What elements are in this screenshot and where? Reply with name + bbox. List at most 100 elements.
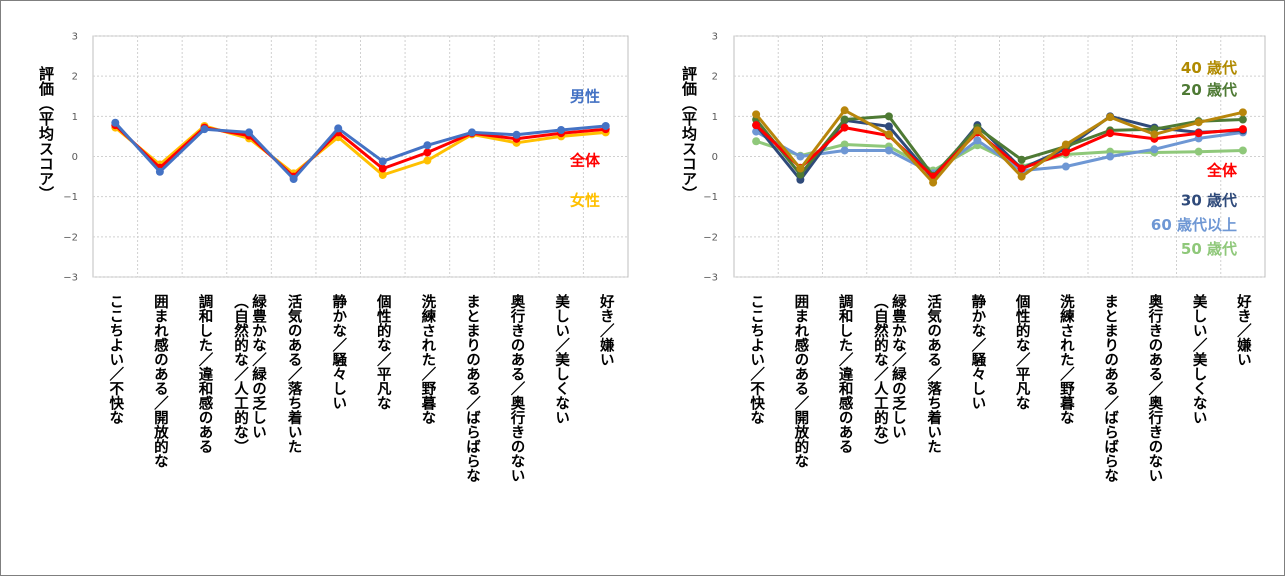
x-tick-label: 囲まれ感のある／開放的な xyxy=(152,294,169,469)
y-tick-label: −2 xyxy=(63,232,78,243)
x-tick-label: 奥行きのある／奥行きのない xyxy=(1146,293,1163,483)
x-tick-label: 静かな／騒々しい xyxy=(330,293,346,410)
data-point xyxy=(467,128,476,137)
y-tick-label: 0 xyxy=(72,152,78,163)
legend-label: 女性 xyxy=(570,192,600,210)
x-tick-label: 調和した／違和感のある xyxy=(196,293,212,454)
legend-label: 20 歳代 xyxy=(1181,81,1237,99)
y-tick-label: 3 xyxy=(72,32,78,43)
x-tick-label: 調和した／違和感のある xyxy=(837,293,853,454)
x-tick-label: 囲まれ感のある／開放的な xyxy=(792,294,809,469)
data-point xyxy=(1194,147,1203,156)
series-40 歳代 xyxy=(752,106,1247,187)
x-tick-label-column: まとまりのある／ばらばらな xyxy=(1102,294,1118,483)
legend-label: 全体 xyxy=(1206,162,1238,180)
data-point xyxy=(1106,152,1115,161)
x-tick-label-column: 個性的な／平凡な xyxy=(375,293,392,411)
data-point xyxy=(840,140,849,149)
chart-panel-2: 3 2 1 0 −1 −2 −3 評価（平均スコア） ここちよい／不快な 囲まれ感のある／開放的な… xyxy=(680,32,1266,483)
data-point xyxy=(1061,162,1070,171)
data-point xyxy=(378,164,387,173)
data-point xyxy=(752,110,761,119)
y-tick-label: −3 xyxy=(703,273,718,284)
data-point xyxy=(884,112,893,121)
y-tick-label: −1 xyxy=(63,192,78,203)
legend-label: 40 歳代 xyxy=(1181,59,1237,77)
x-tick-label-column: ここちよい／不快な xyxy=(107,294,123,425)
data-point xyxy=(796,164,805,173)
x-tick-label-column: 好き／嫌い xyxy=(598,293,615,367)
y-axis-label: 評価（平均スコア） xyxy=(680,65,698,201)
data-point xyxy=(796,152,805,161)
x-tick-label: 美しい／美しくない xyxy=(1191,293,1207,425)
legend-label: 50 歳代 xyxy=(1181,240,1237,258)
x-tick-label: 洗練された／野暮な xyxy=(1058,293,1075,425)
y-tick-label: 1 xyxy=(72,112,78,123)
x-tick-label: 奥行きのある／奥行きのない xyxy=(509,293,526,483)
data-point xyxy=(752,137,761,146)
x-tick-label: 洗練された／野暮な xyxy=(419,293,436,425)
data-point xyxy=(1061,140,1070,149)
x-tick-label-column: 緑豊かな／緑の乏しい xyxy=(250,293,266,439)
y-tick-label: 2 xyxy=(712,72,718,83)
series-line xyxy=(755,124,1244,179)
data-point xyxy=(1106,113,1115,122)
data-point xyxy=(423,148,432,157)
x-tick-label: 好き／嫌い xyxy=(1235,293,1252,367)
x-tick-label-column: 美しい／美しくない xyxy=(1191,293,1207,425)
x-tick-label-column: 好き／嫌い xyxy=(1235,293,1252,367)
data-point xyxy=(884,122,893,131)
y-tick-label: −3 xyxy=(63,273,78,284)
x-tick-label: 静かな／騒々しい xyxy=(969,293,985,410)
series-男性 xyxy=(111,118,610,183)
data-point xyxy=(1150,130,1159,139)
data-point xyxy=(1106,129,1115,138)
data-point xyxy=(752,121,761,130)
data-point xyxy=(111,118,120,127)
legend-label: 60 歳代以上 xyxy=(1151,216,1237,234)
x-tick-label-column: 個性的な／平凡な xyxy=(1014,293,1031,411)
x-tick-label-column: 洗練された／野暮な xyxy=(1058,293,1075,425)
x-tick-label-column: まとまりのある／ばらばらな xyxy=(464,294,480,483)
x-tick-label-column: 緑豊かな／緑の乏しい xyxy=(890,293,906,439)
data-point xyxy=(557,125,566,134)
data-point xyxy=(840,115,849,124)
x-tick-label: まとまりのある／ばらばらな xyxy=(464,294,480,483)
series-line xyxy=(754,108,1244,185)
series-line xyxy=(754,114,1243,178)
data-point xyxy=(840,106,849,115)
data-point xyxy=(796,170,805,179)
x-tick-label-column: 美しい／美しくない xyxy=(553,293,569,425)
x-tick-label: ここちよい／不快な xyxy=(748,294,764,425)
x-tick-label: 活気のある／落ち着いた xyxy=(925,293,942,454)
x-tick-label: 緑豊かな／緑の乏しい（自然的な／人工的な） xyxy=(872,293,906,454)
x-tick-label: 個性的な／平凡な xyxy=(375,293,392,411)
data-point xyxy=(973,136,982,145)
data-point xyxy=(884,146,893,155)
data-point xyxy=(973,126,982,135)
y-tick-label: −1 xyxy=(703,192,718,203)
x-tick-label-column: 調和した／違和感のある xyxy=(196,293,212,454)
x-tick-label-column: 調和した／違和感のある xyxy=(837,293,853,454)
data-point xyxy=(1238,125,1247,134)
y-axis-label: 評価（平均スコア） xyxy=(37,65,55,201)
data-point xyxy=(378,157,387,166)
data-point xyxy=(1194,118,1203,127)
legend-label: 30 歳代 xyxy=(1181,192,1237,210)
y-tick-label: 0 xyxy=(712,152,718,163)
x-tick-label: 活気のある／落ち着いた xyxy=(286,293,303,454)
x-tick-label: 美しい／美しくない xyxy=(553,293,569,425)
x-tick-label-column: ここちよい／不快な xyxy=(748,294,764,425)
x-tick-label: 好き／嫌い xyxy=(598,293,615,367)
data-point xyxy=(1194,129,1203,138)
data-point xyxy=(1150,145,1159,154)
data-point xyxy=(512,130,521,139)
data-point xyxy=(1061,148,1070,157)
x-tick-label-column: 奥行きのある／奥行きのない xyxy=(1146,293,1163,483)
series-line xyxy=(114,121,606,181)
y-tick-label: 1 xyxy=(712,112,718,123)
x-tick-label-column: （自然的な／人工的な） xyxy=(232,294,249,454)
data-point xyxy=(423,141,432,150)
x-tick-label: 緑豊かな／緑の乏しい（自然的な／人工的な） xyxy=(232,293,266,454)
